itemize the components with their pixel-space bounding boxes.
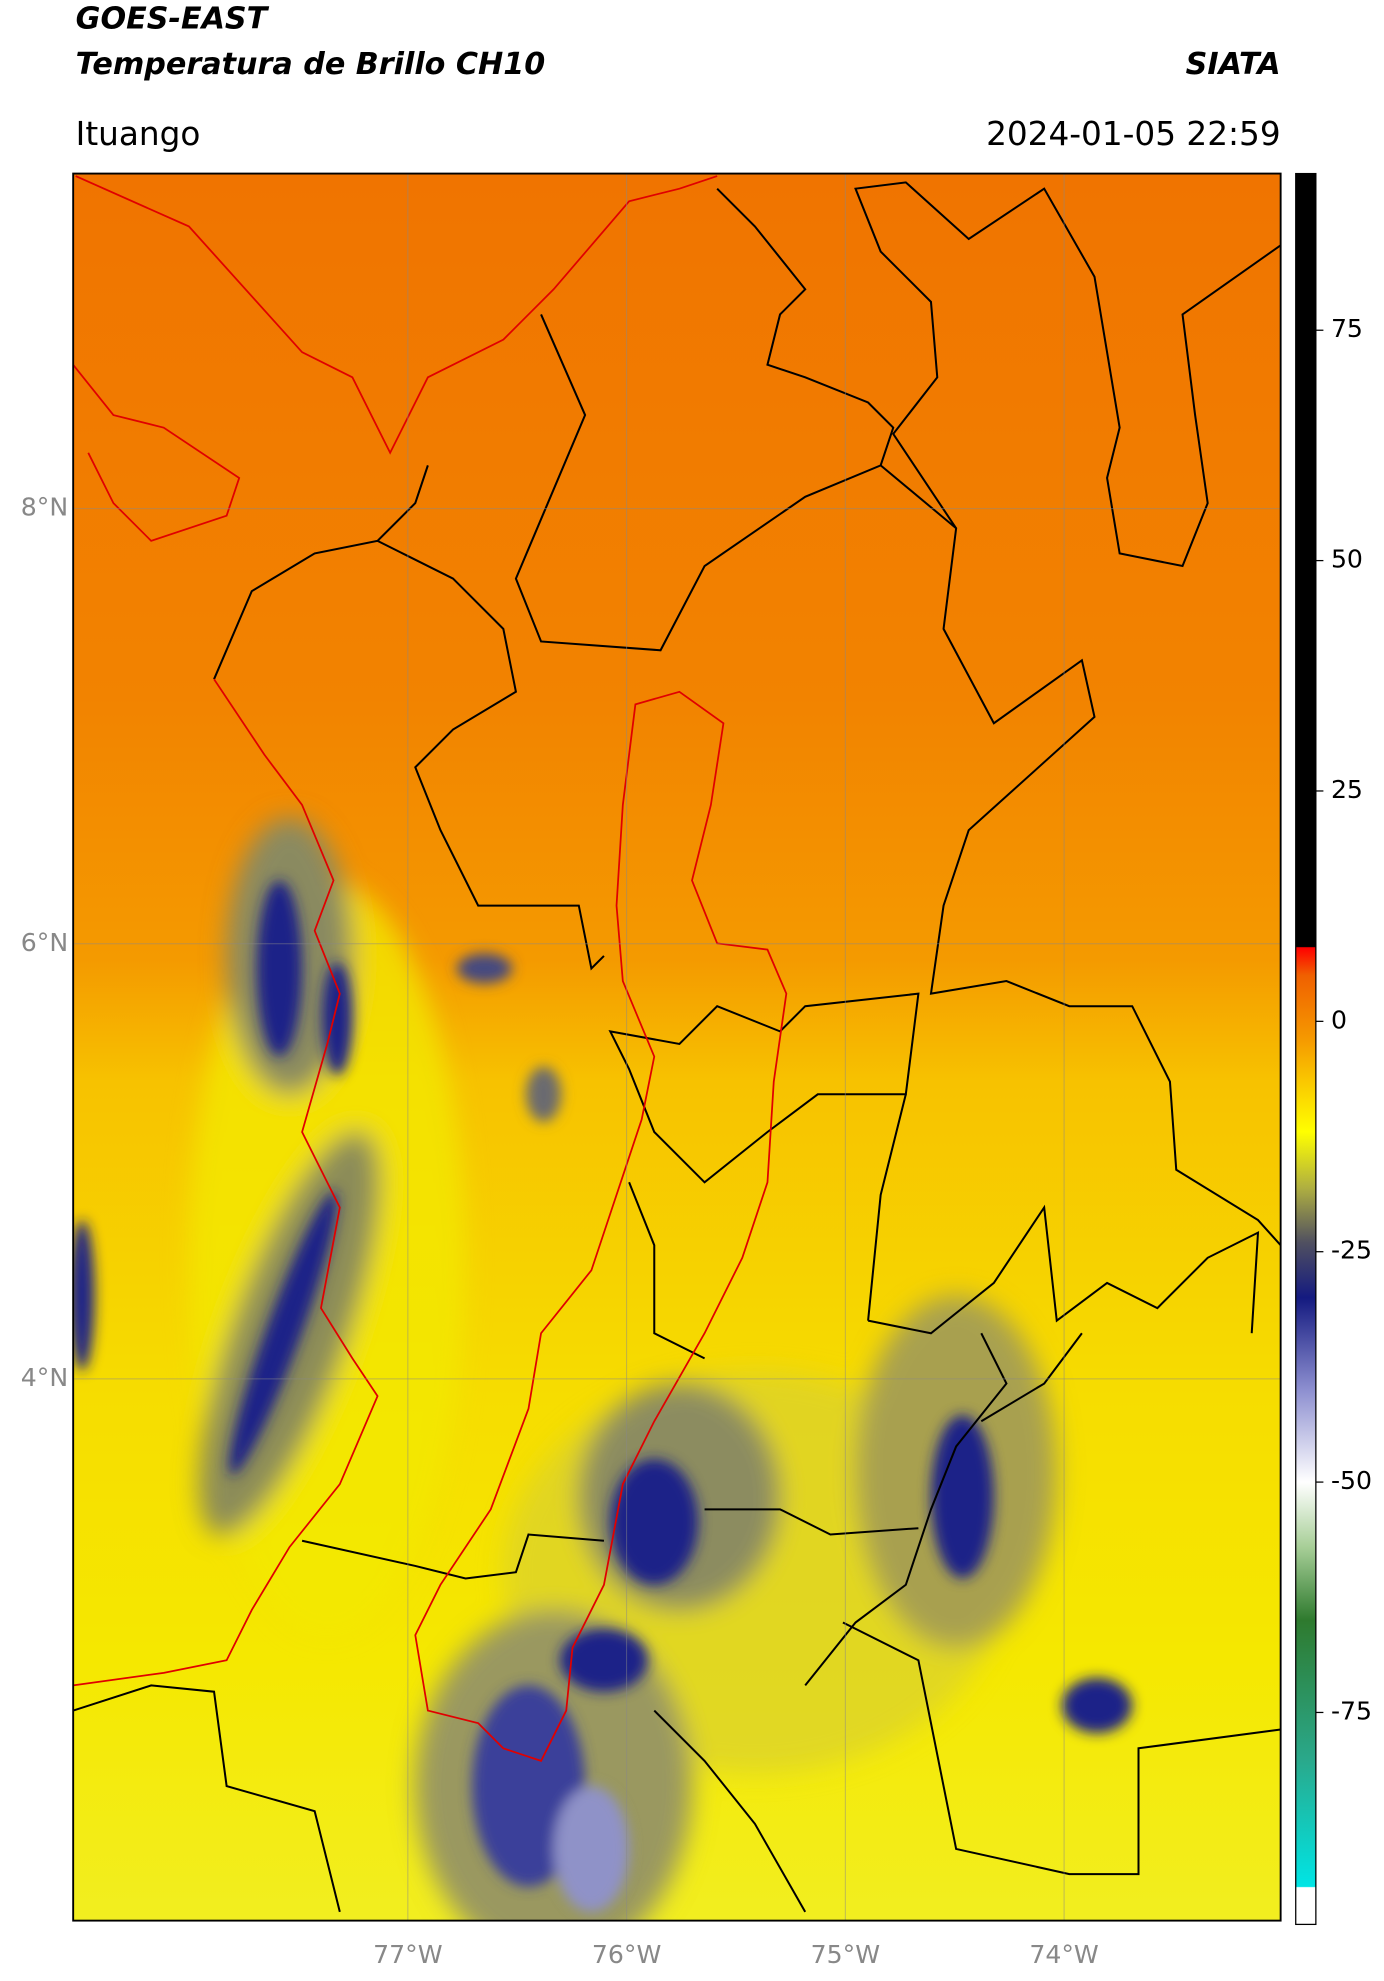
title: Temperatura de Brillo CH10 [76, 47, 546, 82]
outlines [73, 175, 788, 1762]
colorbar [1295, 172, 1317, 1926]
grid [73, 173, 1281, 1921]
location: Ituango [76, 115, 201, 153]
brand: SIATA [1186, 47, 1281, 82]
colorbar-tick-label: -50 [1331, 1466, 1372, 1495]
x-tick-label: 74°W [1029, 1940, 1099, 1969]
colorbar-tick-label: 0 [1331, 1005, 1347, 1034]
x-tick-label: 75°W [811, 1940, 881, 1969]
colorbar-tick-label: -75 [1331, 1696, 1372, 1725]
x-tick-label: 76°W [592, 1940, 662, 1969]
x-tick-label: 77°W [373, 1940, 443, 1969]
title: GOES-EAST [76, 2, 270, 37]
cold-cores [73, 880, 1133, 1912]
map-frame [72, 172, 1282, 1922]
colorbar-tick-label: 25 [1331, 775, 1363, 804]
colorbar-tick-label: 50 [1331, 545, 1363, 574]
y-tick-label: 8°N [21, 493, 68, 522]
imagery [73, 173, 1281, 1921]
y-tick-label: 6°N [21, 928, 68, 957]
borders [73, 181, 1281, 1913]
colorbar-tick-label: 75 [1331, 314, 1363, 343]
colorbar-tick-label: -25 [1331, 1236, 1372, 1265]
y-tick-label: 4°N [21, 1363, 68, 1392]
datetime: 2024-01-05 22:59 [986, 115, 1281, 153]
